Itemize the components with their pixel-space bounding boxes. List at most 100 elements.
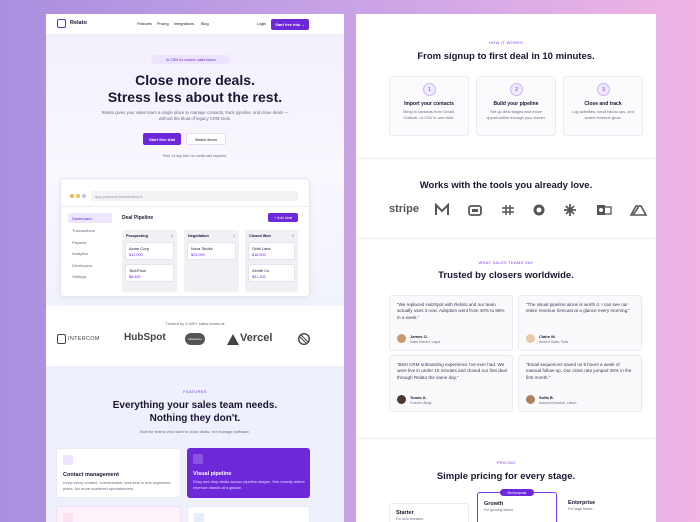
testimonial-card: “We replaced HubSpot with Relato and our… — [389, 295, 513, 351]
sidebar-item[interactable]: Payouts — [72, 240, 87, 245]
plan-card: Starter For solo founders — [389, 503, 469, 522]
landing-bottom: HOW IT WORKS From signup to first deal i… — [356, 14, 656, 522]
divider — [46, 34, 344, 35]
how-title: From signup to first deal in 10 minutes. — [417, 51, 595, 62]
step-card: 1 Import your contacts Bring in contacts f… — [389, 76, 469, 136]
login[interactable]: Login — [257, 22, 267, 26]
partner-logo: INTERCOM — [68, 336, 100, 342]
plan-card: Most popular Growth For growing teams — [477, 489, 557, 522]
avatar — [397, 334, 406, 343]
integration-logo: stripe — [389, 203, 419, 215]
feature-title: Visual pipeline — [193, 471, 232, 477]
feature-card — [56, 506, 181, 522]
feature-icon — [63, 455, 73, 465]
testimonial-role: Sales Director, Lagos — [410, 340, 441, 344]
feature-icon — [193, 454, 203, 464]
step-title: Import your contacts — [404, 101, 454, 107]
testimonials-title: Trusted by closers worldwide. — [438, 270, 574, 281]
column-count: 2 — [232, 234, 235, 238]
plan-text: For large teams — [568, 507, 593, 511]
column-name: Negotiation — [188, 234, 209, 238]
how-eyebrow: HOW IT WORKS — [488, 40, 524, 45]
step-text: Log activities, send follow-ups, and wat… — [571, 109, 635, 120]
sidebar-item[interactable]: Settings — [72, 274, 87, 279]
add-deal-button[interactable]: + Add deal — [268, 213, 298, 222]
plan-name: Growth — [484, 501, 504, 507]
sidebar-item[interactable]: Analytics — [72, 251, 89, 256]
avatar — [526, 334, 535, 343]
landing-top: Relato Features Pricing Integrations Blo… — [46, 14, 344, 522]
features-title: Everything your sales team needs. — [112, 400, 278, 411]
column-name: Prospecting — [126, 234, 148, 238]
hero-note: Free 14-day trial. No credit card requir… — [163, 154, 227, 158]
pipeline-column: Prospecting 3 Acme Corp $12,000 TechFlow $8,4… — [122, 230, 177, 292]
hero-subtitle: Relato gives your sales team a single pl… — [101, 110, 289, 121]
divider — [356, 238, 656, 239]
deal-value: $12,000 — [129, 253, 143, 257]
nav-cta[interactable]: Start free trial → — [271, 19, 309, 30]
testimonials-eyebrow: WHAT SALES TEAMS SAY — [478, 260, 534, 265]
deal-card: Orbit Labs $18,500 — [248, 242, 295, 260]
nav-link[interactable]: Blog — [201, 22, 209, 26]
brand[interactable]: Relato — [70, 20, 87, 26]
logo-icon — [227, 334, 239, 345]
plan-text: For growing teams — [484, 508, 513, 512]
deal-card: Acme Corp $12,000 — [125, 242, 174, 260]
testimonial-role: Head of Sales, Paris — [539, 340, 569, 344]
primary-button[interactable]: Start free trial — [143, 133, 181, 145]
sidebar-item[interactable]: Dashboard — [68, 213, 112, 223]
column-name: Closed Won — [249, 234, 271, 238]
nav-link[interactable]: Features — [137, 22, 152, 26]
window-dot — [82, 194, 86, 198]
deal-value: $24,000 — [191, 253, 205, 257]
divider — [356, 158, 656, 159]
deal-name: TechFlow — [129, 268, 146, 273]
sidebar-item[interactable]: Transactions — [72, 228, 95, 233]
secondary-button[interactable]: Watch demo — [186, 133, 226, 145]
testimonial-card: “The visual pipeline alone is worth it. … — [518, 295, 642, 351]
pipeline-column: Closed Won 5 Orbit Labs $18,500 Zenith Co $31… — [245, 230, 298, 292]
integration-icons — [435, 203, 648, 216]
divider — [356, 438, 656, 439]
features-title: Nothing they don't. — [149, 413, 241, 424]
testimonial-name: Sofia B. — [539, 395, 554, 400]
trusted-text: Trusted by 5,000+ sales teams at — [165, 321, 225, 326]
nav-link[interactable]: Pricing — [157, 22, 169, 26]
deal-card: Nova Studio $24,000 — [187, 242, 236, 260]
deal-name: Zenith Co — [252, 268, 270, 273]
nav-link[interactable]: Integrations — [174, 22, 194, 26]
deal-value: $31,200 — [252, 275, 266, 279]
plan-card: Enterprise For large teams — [563, 495, 642, 522]
testimonial-role: Founder, Abuja — [410, 401, 432, 405]
sidebar-item[interactable]: Developers — [72, 263, 93, 268]
testimonial-quote: “The visual pipeline alone is worth it. … — [526, 302, 630, 314]
plan-name: Enterprise — [568, 500, 596, 506]
testimonial-quote: “We replaced HubSpot with Relato and our… — [397, 302, 505, 320]
popular-badge: Most popular — [500, 489, 534, 496]
url-bar: app.payvault.io/dashboard — [91, 191, 298, 201]
feature-icon — [194, 513, 204, 522]
step-title: Build your pipeline — [493, 101, 539, 107]
testimonial-card: “Email sequences saved us 6 hours a week… — [518, 355, 642, 412]
pricing-eyebrow: PRICING — [496, 460, 516, 465]
step-text: Set up deal stages and move opportunitie… — [486, 109, 546, 120]
feature-title: Contact management — [63, 472, 119, 478]
app-preview: app.payvault.io/dashboard Dashboard Tran… — [60, 178, 310, 297]
logo-icon — [298, 333, 310, 345]
step-number: 3 — [597, 83, 610, 96]
testimonial-name: James O. — [410, 334, 428, 339]
step-title: Close and track — [584, 101, 622, 107]
hero-title: Close more deals. — [135, 72, 255, 88]
deal-name: Acme Corp — [129, 246, 150, 251]
hero-badge: AI CRM for modern sales teams — [151, 55, 231, 64]
deal-name: Orbit Labs — [252, 246, 271, 251]
window-dot — [76, 194, 80, 198]
step-card: 2 Build your pipeline Set up deal stages a… — [476, 76, 556, 136]
pricing-title: Simple pricing for every stage. — [436, 471, 576, 482]
divider — [61, 206, 309, 207]
feature-text: Keep every contact, conversation, and de… — [63, 480, 171, 491]
partner-logo: salesforce — [185, 333, 205, 345]
deal-card: Zenith Co $31,200 — [248, 264, 295, 282]
deal-name: Nova Studio — [191, 246, 213, 251]
logo-icon — [57, 334, 66, 344]
